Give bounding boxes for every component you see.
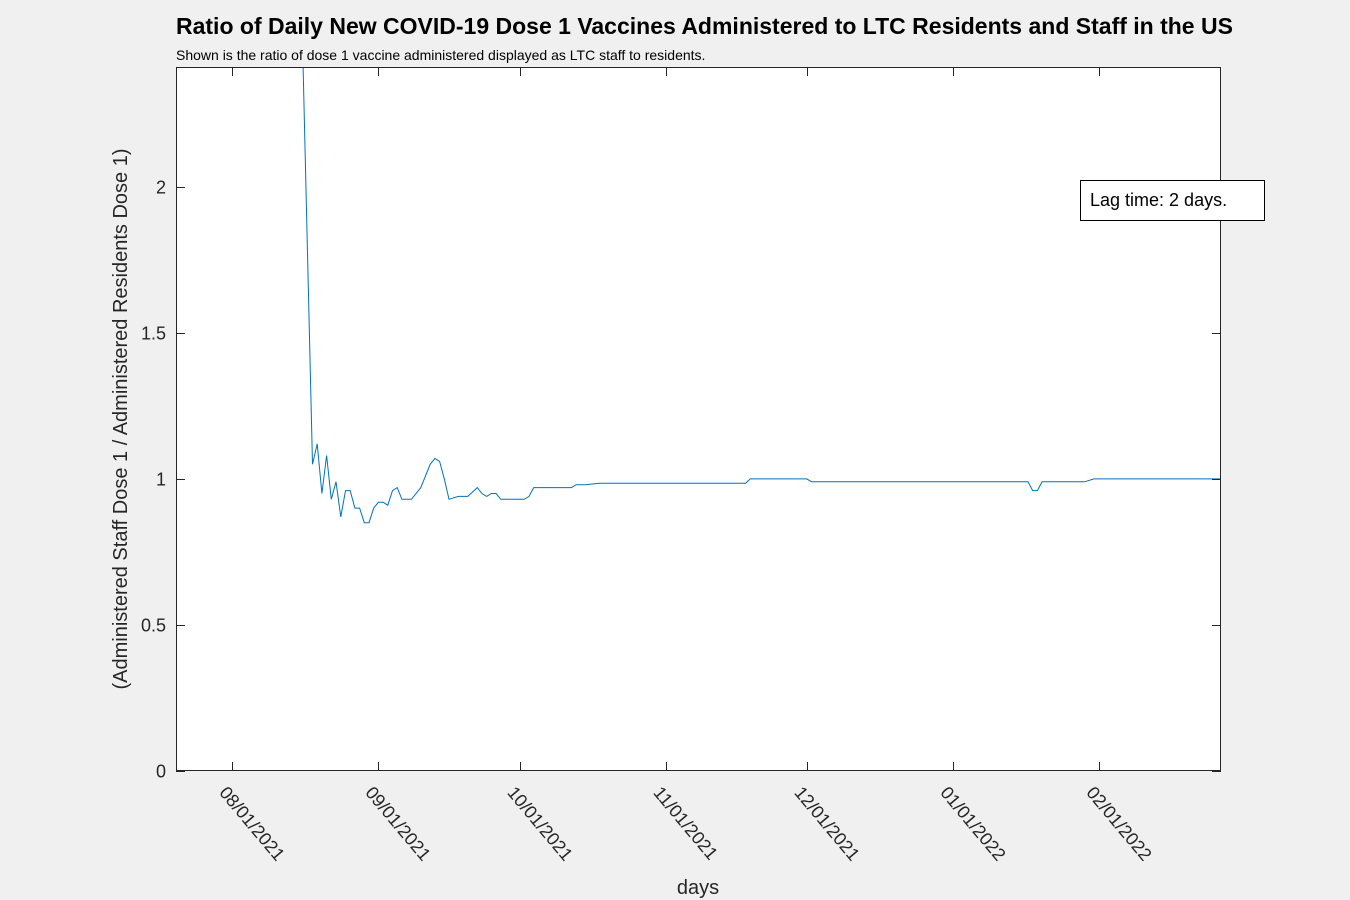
x-tick-label: 11/01/2021 bbox=[649, 783, 721, 864]
x-tick-label: 12/01/2021 bbox=[790, 783, 863, 865]
plot-box bbox=[176, 67, 1221, 771]
x-tick-label: 08/01/2021 bbox=[215, 783, 288, 865]
x-axis-label: days bbox=[677, 877, 719, 899]
x-tick-label: 09/01/2021 bbox=[361, 783, 434, 865]
series-layer bbox=[302, 66, 1221, 524]
plot-area bbox=[176, 67, 1221, 771]
y-axis-label: (Administered Staff Dose 1 / Administere… bbox=[110, 149, 132, 690]
x-tick-label: 02/01/2022 bbox=[1082, 783, 1155, 865]
y-tick-label: 1 bbox=[156, 470, 166, 490]
annotation-box: Lag time: 2 days. bbox=[1080, 180, 1265, 221]
y-axis-ticks: 0 0.5 1 1.5 2 bbox=[141, 178, 1221, 782]
y-tick-label: 0 bbox=[156, 762, 166, 782]
y-tick-label: 2 bbox=[156, 178, 166, 198]
chart-title: Ratio of Daily New COVID-19 Dose 1 Vacci… bbox=[176, 13, 1233, 39]
y-tick-label: 1.5 bbox=[141, 324, 166, 344]
x-tick-label: 10/01/2021 bbox=[503, 783, 576, 865]
y-tick-label: 0.5 bbox=[141, 616, 166, 636]
annotation-text: Lag time: 2 days. bbox=[1090, 190, 1227, 210]
x-tick-label: 01/01/2022 bbox=[936, 783, 1009, 865]
annotation-frame bbox=[1080, 180, 1265, 221]
series-line-0 bbox=[302, 66, 1221, 524]
chart-subtitle: Shown is the ratio of dose 1 vaccine adm… bbox=[176, 47, 705, 63]
